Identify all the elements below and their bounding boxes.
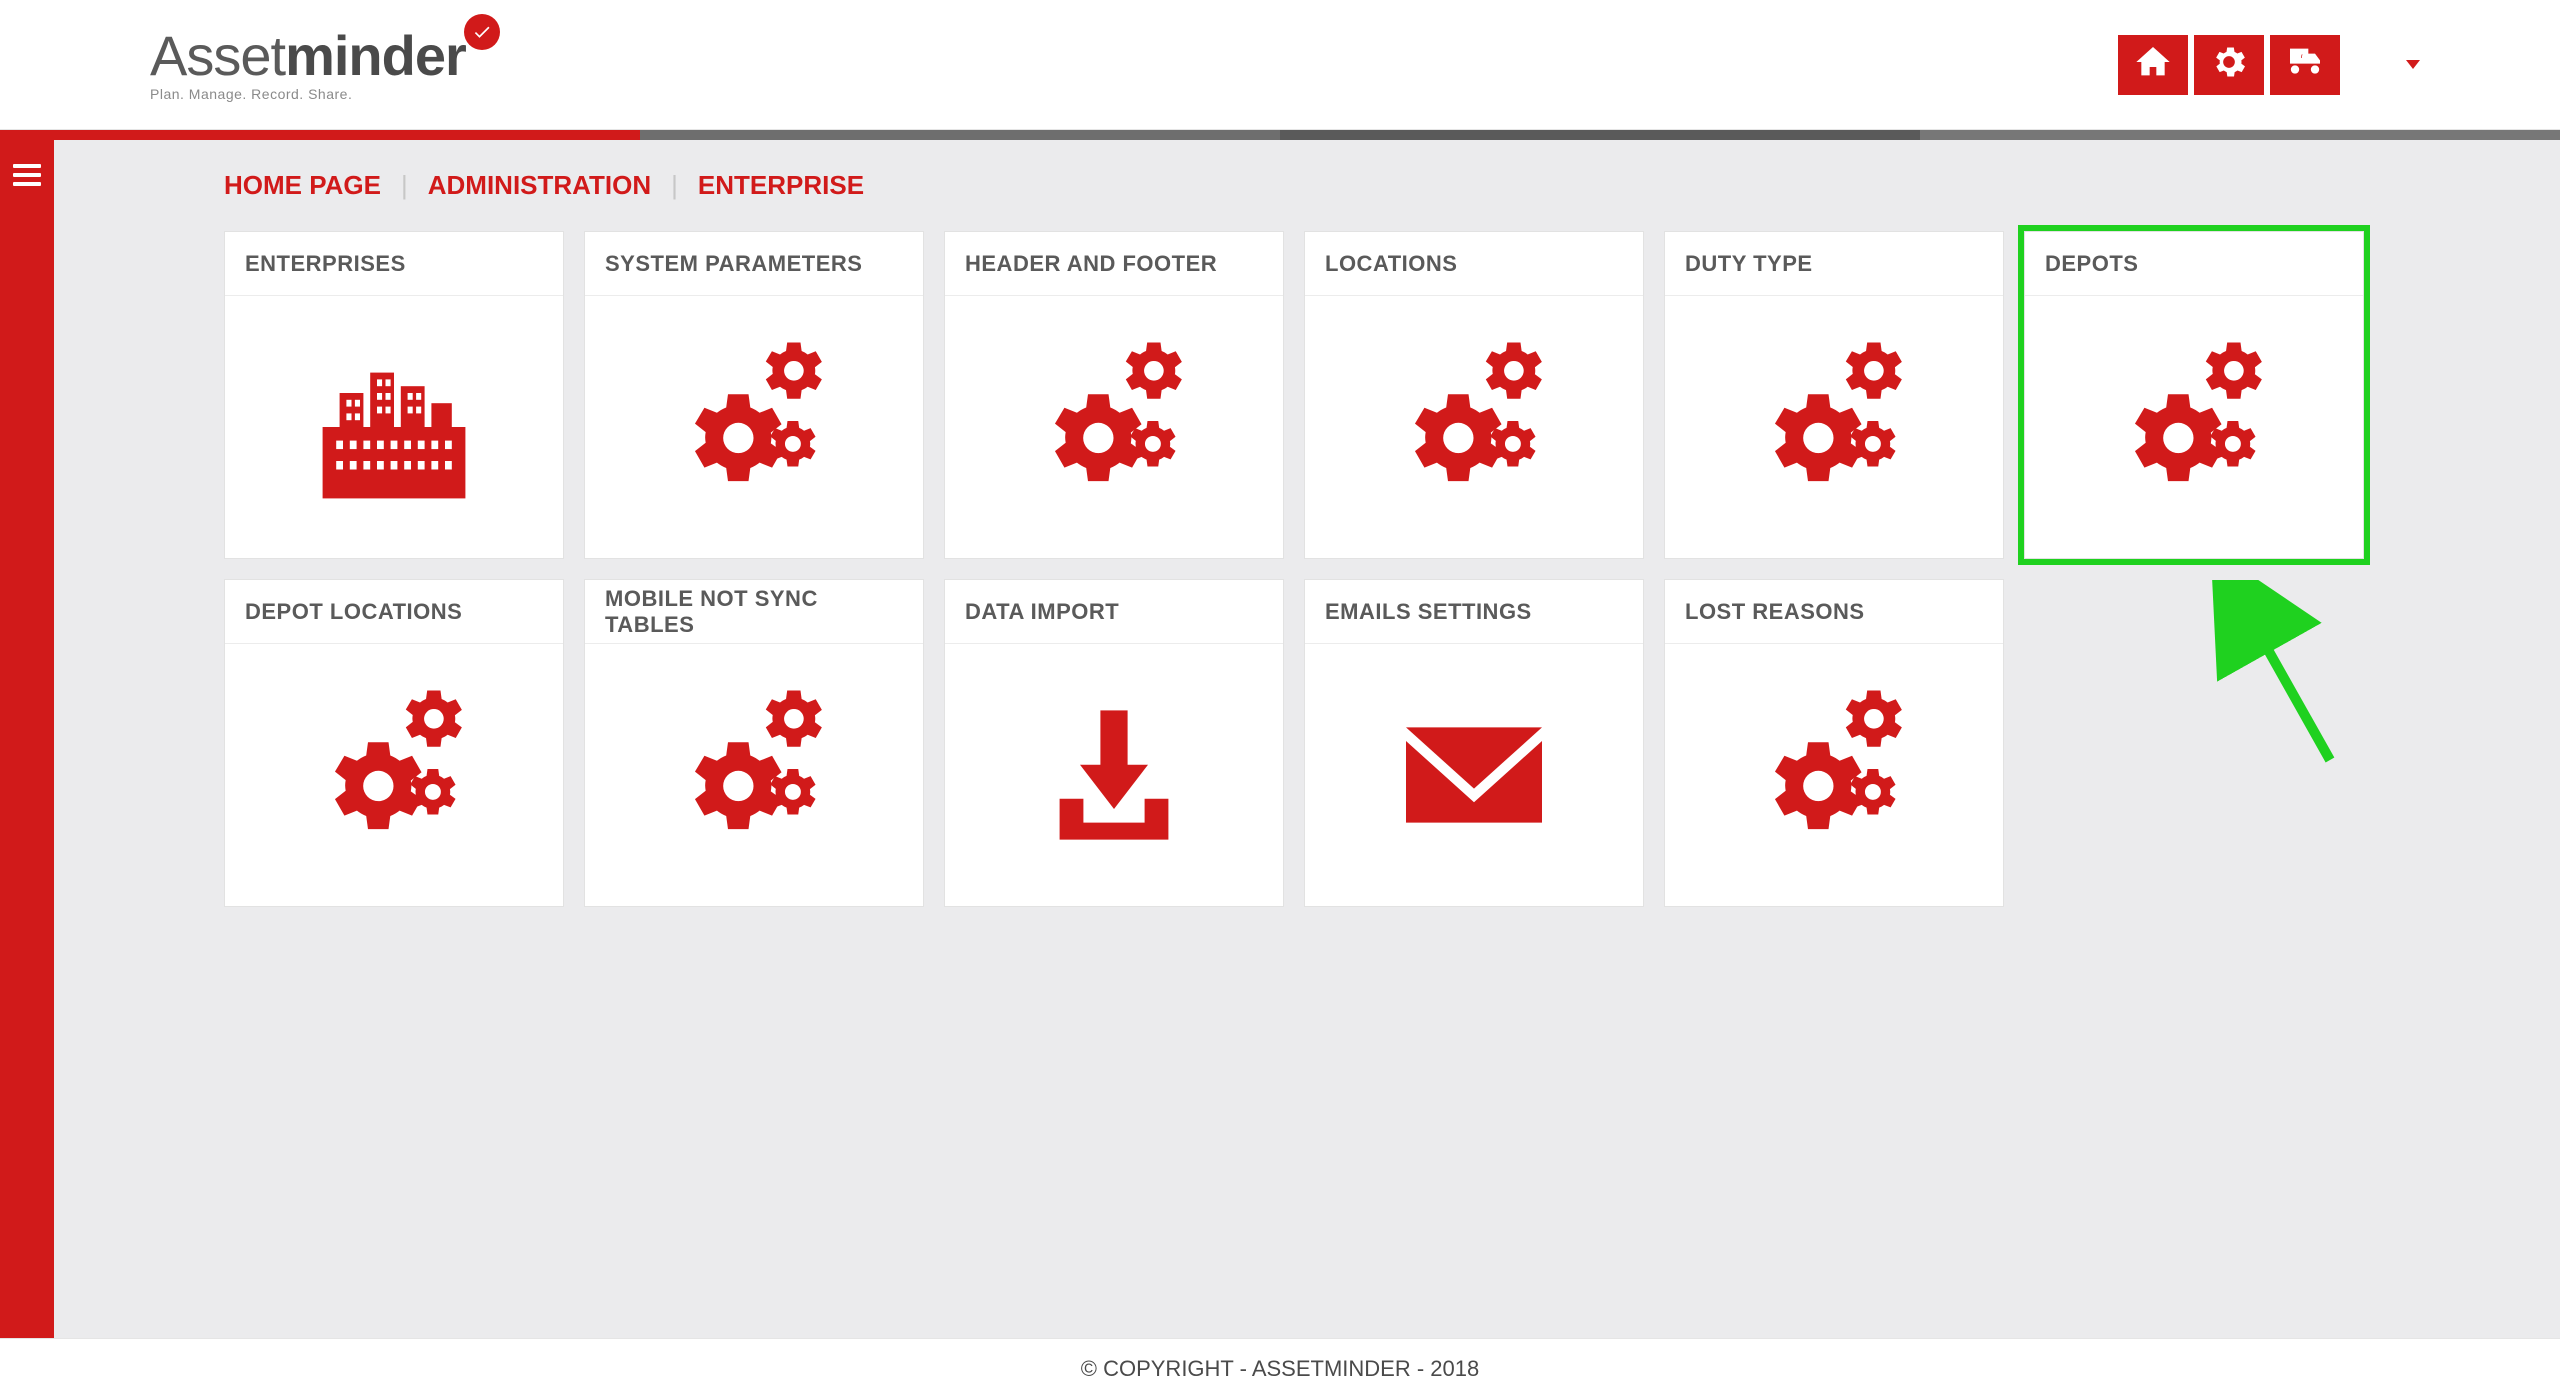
card-mobile-not-sync-tables[interactable]: MOBILE NOT SYNC TABLES [584, 579, 924, 907]
footer: © COPYRIGHT - ASSETMINDER - 2018 [0, 1338, 2560, 1398]
card-body [1305, 296, 1643, 558]
logo-part2: minder [285, 24, 466, 87]
card-system-parameters[interactable]: SYSTEM PARAMETERS [584, 231, 924, 559]
header-home-button[interactable] [2118, 35, 2188, 95]
left-rail [0, 140, 54, 1338]
gears-icon [1749, 342, 1919, 512]
gears-icon [1749, 690, 1919, 860]
breadcrumb-sep: | [671, 170, 678, 201]
main-content: HOME PAGE | ADMINISTRATION | ENTERPRISE … [54, 140, 2560, 1338]
card-title: DEPOT LOCATIONS [225, 580, 563, 644]
card-locations[interactable]: LOCATIONS [1304, 231, 1644, 559]
card-body [585, 644, 923, 906]
logo-tagline: Plan. Manage. Record. Share. [150, 86, 466, 102]
hamburger-icon [13, 164, 41, 168]
card-body [2025, 296, 2363, 558]
card-body [945, 644, 1283, 906]
header-fleet-button[interactable]: i [2270, 35, 2340, 95]
download-icon [1029, 690, 1199, 860]
card-body [945, 296, 1283, 558]
envelope-icon [1389, 690, 1559, 860]
card-enterprises[interactable]: ENTERPRISES [224, 231, 564, 559]
gears-icon [309, 690, 479, 860]
user-menu-caret[interactable] [2406, 60, 2420, 69]
card-body [225, 644, 563, 906]
buildings-icon [309, 342, 479, 512]
logo-text: Assetminder [150, 28, 466, 84]
card-title: MOBILE NOT SYNC TABLES [585, 580, 923, 644]
card-depots[interactable]: DEPOTS [2024, 231, 2364, 559]
card-title: DUTY TYPE [1665, 232, 2003, 296]
sidebar-toggle-button[interactable] [13, 164, 41, 186]
accent-bar [0, 130, 2560, 140]
gears-icon [669, 690, 839, 860]
card-title: SYSTEM PARAMETERS [585, 232, 923, 296]
gears-icon [669, 342, 839, 512]
card-title: HEADER AND FOOTER [945, 232, 1283, 296]
breadcrumb-administration[interactable]: ADMINISTRATION [428, 170, 651, 201]
card-lost-reasons[interactable]: LOST REASONS [1664, 579, 2004, 907]
card-data-import[interactable]: DATA IMPORT [944, 579, 1284, 907]
header-settings-button[interactable] [2194, 35, 2264, 95]
gears-icon [2109, 342, 2279, 512]
card-title: EMAILS SETTINGS [1305, 580, 1643, 644]
breadcrumb: HOME PAGE | ADMINISTRATION | ENTERPRISE [224, 170, 2390, 201]
card-body [1665, 296, 2003, 558]
card-body [225, 296, 563, 558]
card-title: LOCATIONS [1305, 232, 1643, 296]
card-title: LOST REASONS [1665, 580, 2003, 644]
top-header: Assetminder Plan. Manage. Record. Share. [0, 0, 2560, 130]
card-body [1665, 644, 2003, 906]
truck-icon: i [2285, 42, 2325, 87]
card-title: ENTERPRISES [225, 232, 563, 296]
home-icon [2133, 42, 2173, 87]
card-title: DATA IMPORT [945, 580, 1283, 644]
card-body [1305, 644, 1643, 906]
logo-checkmark-icon [464, 14, 500, 50]
card-grid: ENTERPRISES SYSTEM PARAMETERS HEADER AND F… [224, 231, 2390, 907]
breadcrumb-enterprise[interactable]: ENTERPRISE [698, 170, 864, 201]
gears-icon [1389, 342, 1559, 512]
gears-icon [1029, 342, 1199, 512]
app-logo[interactable]: Assetminder Plan. Manage. Record. Share. [150, 28, 466, 102]
logo-part1: Asset [150, 24, 285, 87]
breadcrumb-sep: | [401, 170, 408, 201]
wrench-gear-icon [2209, 42, 2249, 87]
card-title: DEPOTS [2025, 232, 2363, 296]
card-depot-locations[interactable]: DEPOT LOCATIONS [224, 579, 564, 907]
card-body [585, 296, 923, 558]
card-header-and-footer[interactable]: HEADER AND FOOTER [944, 231, 1284, 559]
card-duty-type[interactable]: DUTY TYPE [1664, 231, 2004, 559]
breadcrumb-home[interactable]: HOME PAGE [224, 170, 381, 201]
footer-text: © COPYRIGHT - ASSETMINDER - 2018 [1081, 1356, 1479, 1382]
header-icon-group: i [2118, 35, 2420, 95]
card-emails-settings[interactable]: EMAILS SETTINGS [1304, 579, 1644, 907]
